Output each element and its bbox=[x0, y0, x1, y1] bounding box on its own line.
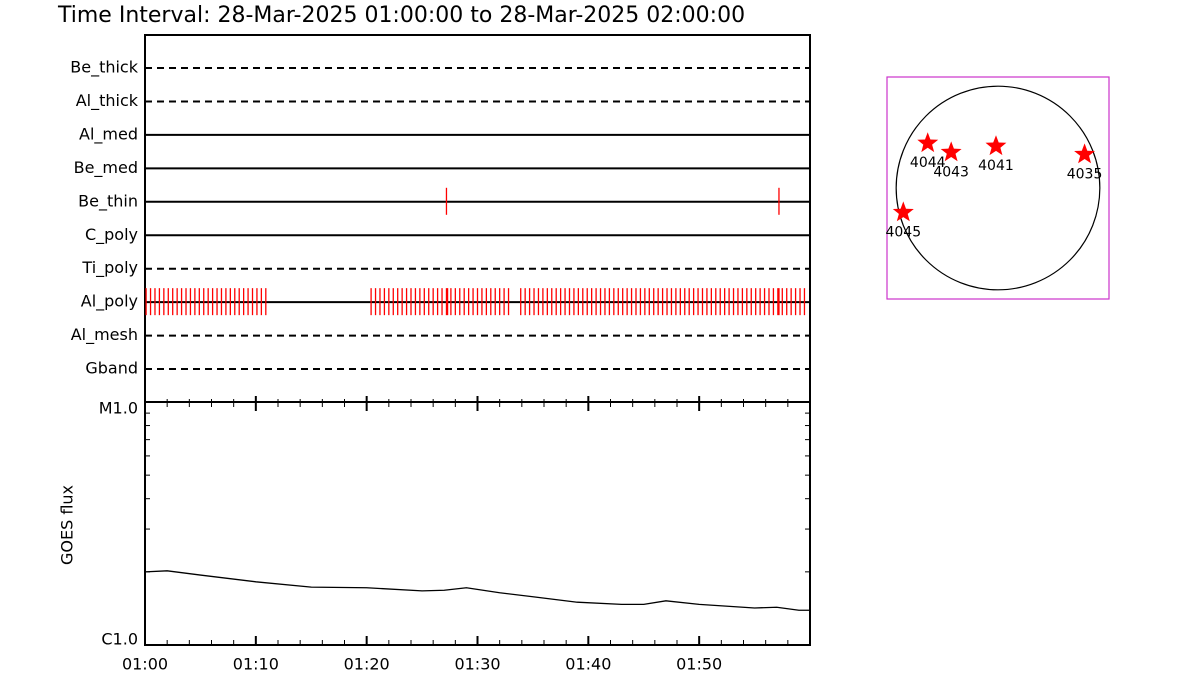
row-label: Al_thick bbox=[76, 91, 139, 111]
region-marker bbox=[985, 135, 1007, 156]
y-tick-label: M1.0 bbox=[99, 399, 138, 418]
region-marker bbox=[1074, 143, 1095, 164]
x-tick-label: 01:30 bbox=[454, 655, 500, 674]
y-axis-label: GOES flux bbox=[58, 485, 77, 565]
region-marker bbox=[892, 201, 914, 222]
x-tick-label: 01:10 bbox=[233, 655, 279, 674]
row-label: Be_med bbox=[74, 158, 138, 178]
goes-frame bbox=[144, 401, 811, 646]
region-label: 4044 bbox=[910, 155, 946, 171]
row-label: C_poly bbox=[85, 225, 138, 245]
region-label: 4035 bbox=[1067, 166, 1103, 182]
x-tick-label: 01:50 bbox=[676, 655, 722, 674]
chart-title: Time Interval: 28-Mar-2025 01:00:00 to 2… bbox=[57, 3, 745, 28]
x-tick-label: 01:00 bbox=[122, 655, 168, 674]
region-marker bbox=[940, 141, 962, 162]
region-label: 4043 bbox=[933, 164, 969, 180]
row-label: Gband bbox=[85, 359, 138, 378]
row-label: Ti_poly bbox=[81, 258, 138, 278]
region-label: 4045 bbox=[885, 224, 921, 240]
row-label: Be_thin bbox=[78, 191, 138, 211]
row-label: Al_mesh bbox=[71, 325, 138, 345]
x-tick-label: 01:40 bbox=[565, 655, 611, 674]
map-frame bbox=[886, 76, 1110, 300]
region-marker bbox=[917, 132, 939, 153]
region-label: 4041 bbox=[978, 158, 1014, 174]
solar-limb bbox=[895, 85, 1101, 291]
goes-curve bbox=[144, 570, 810, 611]
row-label: Al_poly bbox=[81, 292, 138, 312]
timeline-frame bbox=[144, 34, 811, 403]
row-label: Be_thick bbox=[70, 58, 138, 78]
x-tick-label: 01:20 bbox=[344, 655, 390, 674]
y-tick-label: C1.0 bbox=[101, 630, 138, 649]
row-label: Al_med bbox=[79, 124, 138, 144]
